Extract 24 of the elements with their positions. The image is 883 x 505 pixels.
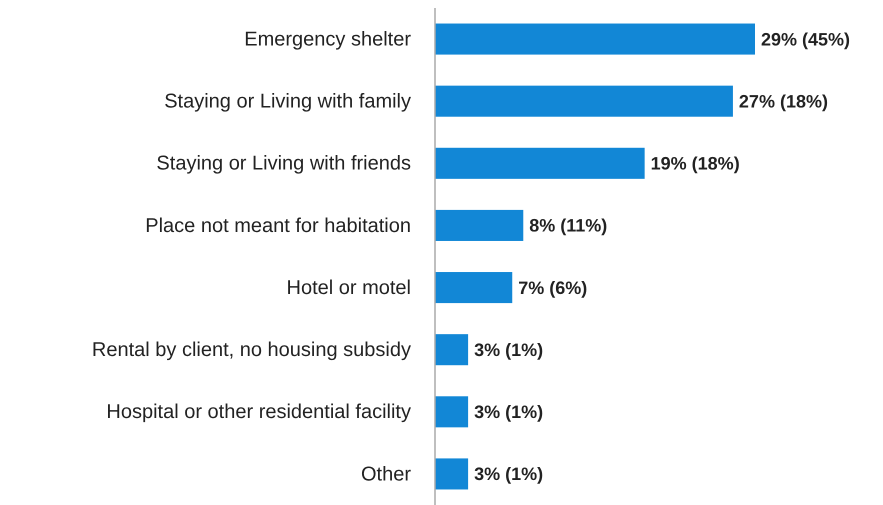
y-tick-label: Hospital or other residential facility	[106, 401, 411, 424]
data-label: 8% (11%)	[529, 216, 608, 236]
bar	[435, 86, 733, 117]
y-tick-label: Staying or Living with family	[164, 90, 411, 113]
y-tick-label: Emergency shelter	[244, 28, 412, 50]
bar	[435, 148, 645, 179]
y-tick-label: Other	[360, 463, 412, 486]
bar	[435, 396, 468, 428]
bar	[435, 458, 468, 490]
bar	[435, 272, 512, 304]
data-label: 3% (1%)	[474, 464, 544, 484]
y-tick-label: Place not meant for habitation	[145, 214, 411, 237]
y-tick-label: Hotel or motel	[286, 276, 411, 299]
y-tick-label: Staying or Living with friends	[156, 152, 411, 175]
data-label: 3% (1%)	[474, 402, 544, 422]
bar	[435, 334, 468, 366]
bar	[435, 210, 524, 241]
data-label: 7% (6%)	[518, 278, 588, 298]
data-label: 3% (1%)	[474, 340, 544, 360]
data-label: 27% (18%)	[738, 91, 828, 112]
y-tick-label: Rental by client, no housing subsidy	[92, 339, 411, 362]
data-label: 19% (18%)	[650, 154, 740, 174]
bar	[435, 24, 755, 55]
data-label: 29% (45%)	[761, 29, 850, 50]
